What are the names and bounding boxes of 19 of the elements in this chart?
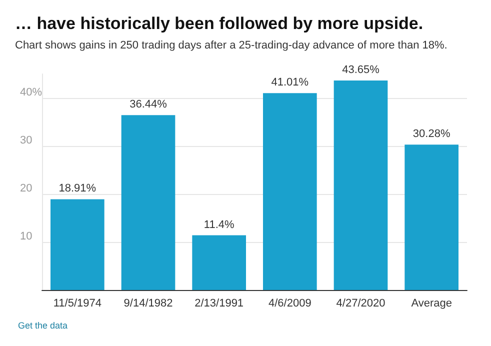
x-tick-label: Average	[411, 298, 452, 310]
chart-title: … have historically been followed by more upside.	[15, 14, 424, 33]
data-label: 41.01%	[271, 76, 309, 89]
chart-subtitle: Chart shows gains in 250 trading days after a 25-trading-day advance of more than 18%.	[15, 40, 448, 52]
data-label: 30.28%	[412, 128, 450, 140]
y-tick-label: 40%	[20, 86, 42, 98]
data-label: 43.65%	[342, 64, 380, 76]
data-label: 36.44%	[130, 98, 168, 111]
x-tick-label: 4/6/2009	[268, 298, 312, 310]
x-tick-label: 2/13/1991	[194, 298, 244, 310]
y-tick-label: 30	[20, 134, 32, 146]
y-tick-label: 20	[20, 182, 32, 194]
y-tick-label: 10	[20, 230, 32, 242]
text: Get the data	[18, 320, 68, 330]
x-tick-label: 11/5/1974	[53, 298, 102, 310]
data-label: 18.91%	[58, 182, 96, 195]
x-tick-label: 9/14/1982	[124, 298, 173, 310]
data-label: 11.4%	[204, 218, 234, 231]
x-tick-label: 4/27/2020	[336, 298, 386, 310]
